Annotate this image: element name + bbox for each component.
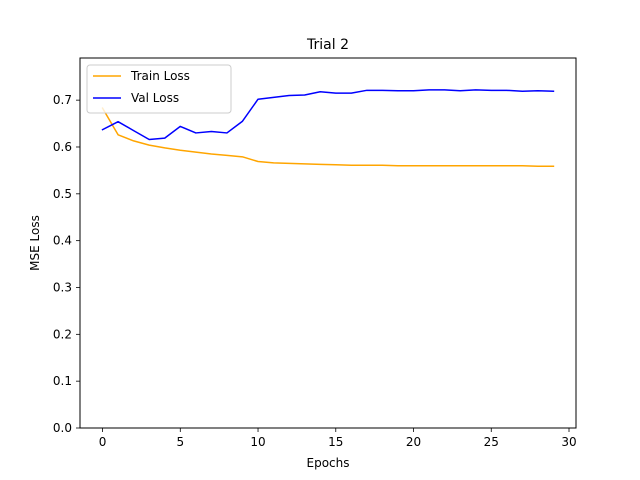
chart-title: Trial 2 [306,37,349,53]
x-tick-label: 25 [484,435,499,449]
plot-area [101,89,555,167]
train-loss-line [101,107,555,167]
x-axis: 0 5 10 15 20 25 30 [99,428,577,449]
y-tick-label: 0.7 [53,93,72,107]
x-axis-label: Epochs [307,456,350,470]
y-tick-label: 0.3 [53,280,72,294]
x-tick-label: 30 [561,435,576,449]
legend-box [86,64,232,114]
y-tick-label: 0.6 [53,140,72,154]
x-tick-label: 10 [250,435,265,449]
val-loss-line [101,89,555,141]
y-axis-label: MSE Loss [28,215,42,271]
x-tick-label: 5 [176,435,184,449]
legend-label-val: Val Loss [131,91,179,105]
axes-frame [79,57,577,429]
legend: Train Loss Val Loss [86,64,232,114]
y-axis: 0.0 0.1 0.2 0.3 0.4 0.5 0.6 0.7 [53,93,80,435]
x-tick-label: 15 [328,435,343,449]
legend-label-train: Train Loss [130,69,190,83]
y-tick-label: 0.4 [53,234,72,248]
y-tick-label: 0.2 [53,327,72,341]
y-tick-label: 0.0 [53,421,72,435]
x-tick-label: 0 [99,435,107,449]
y-tick-label: 0.1 [53,374,72,388]
y-tick-label: 0.5 [53,187,72,201]
x-tick-label: 20 [406,435,421,449]
